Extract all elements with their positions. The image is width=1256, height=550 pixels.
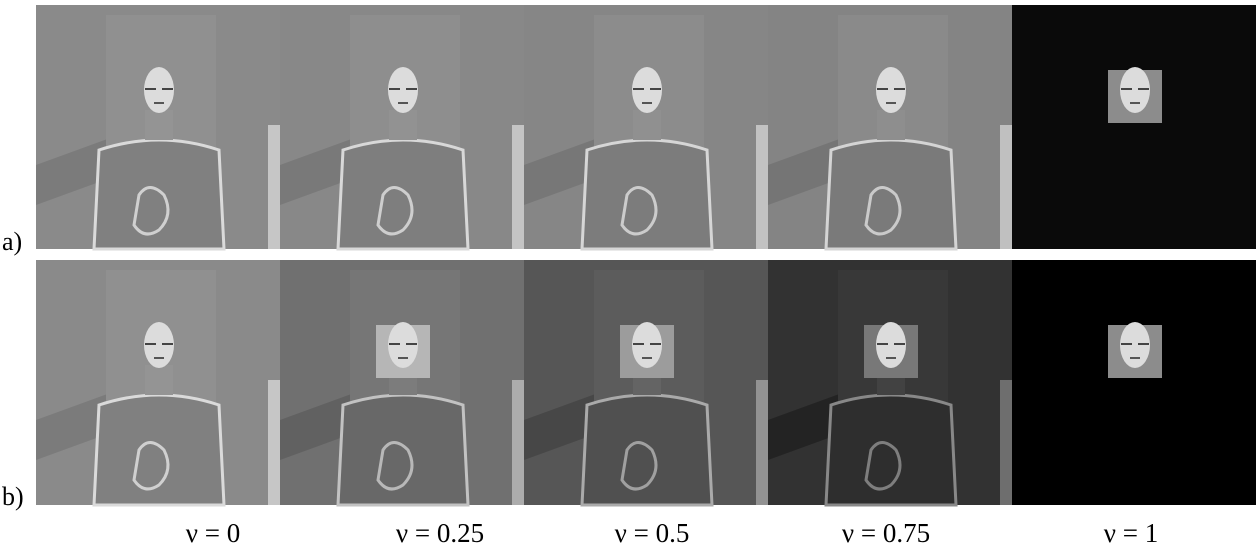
wall-edge — [1000, 380, 1012, 505]
shirt — [826, 140, 956, 249]
neck — [633, 110, 661, 140]
panel-background — [1012, 260, 1256, 505]
shirt — [94, 140, 224, 249]
column-caption: ν = 0.25 — [396, 518, 484, 548]
wall-edge — [1000, 125, 1012, 249]
column-caption: ν = 0 — [186, 518, 240, 548]
shirt — [338, 395, 468, 505]
wall-edge — [512, 380, 524, 505]
image-panel — [36, 5, 280, 249]
image-grid — [36, 5, 1256, 505]
image-panel — [36, 260, 280, 505]
column-caption: ν = 0.5 — [615, 518, 690, 548]
wall-edge — [268, 125, 280, 249]
neck — [145, 110, 173, 140]
row-label: b) — [2, 482, 24, 511]
image-panel — [280, 260, 524, 505]
image-panel — [524, 5, 768, 249]
shirt — [582, 140, 712, 249]
shirt — [582, 395, 712, 505]
image-panel — [768, 260, 1012, 505]
image-panel — [1012, 260, 1256, 505]
figure-canvas: a) b) ν = 0 ν = 0.25 ν = 0.5 ν = 0.75 ν … — [0, 0, 1256, 550]
image-panel — [280, 5, 524, 249]
shirt — [338, 140, 468, 249]
column-caption: ν = 0.75 — [842, 518, 930, 548]
neck — [877, 110, 905, 140]
image-panel — [524, 260, 768, 505]
wall-edge — [756, 380, 768, 505]
figure: a) b) ν = 0 ν = 0.25 ν = 0.5 ν = 0.75 ν … — [0, 0, 1256, 550]
image-panel — [1012, 5, 1256, 249]
image-panel — [768, 5, 1012, 249]
shirt — [94, 395, 224, 505]
row-label: a) — [2, 227, 22, 256]
wall-edge — [268, 380, 280, 505]
shirt — [826, 395, 956, 505]
column-caption: ν = 1 — [1104, 518, 1158, 548]
panel-background — [1012, 5, 1256, 249]
neck — [389, 110, 417, 140]
wall-edge — [756, 125, 768, 249]
wall-edge — [512, 125, 524, 249]
neck — [145, 365, 173, 395]
